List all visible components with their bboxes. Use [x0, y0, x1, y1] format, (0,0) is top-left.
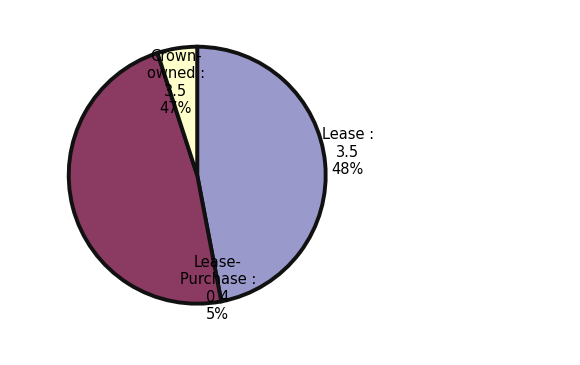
Wedge shape: [197, 47, 326, 301]
Text: Lease-
Purchase :
0.4
5%: Lease- Purchase : 0.4 5%: [180, 255, 256, 322]
Wedge shape: [68, 53, 222, 304]
Text: Lease :
3.5
48%: Lease : 3.5 48%: [322, 127, 374, 177]
Wedge shape: [158, 47, 197, 175]
Text: Crown-
owned :
3.5
47%: Crown- owned : 3.5 47%: [147, 49, 205, 116]
